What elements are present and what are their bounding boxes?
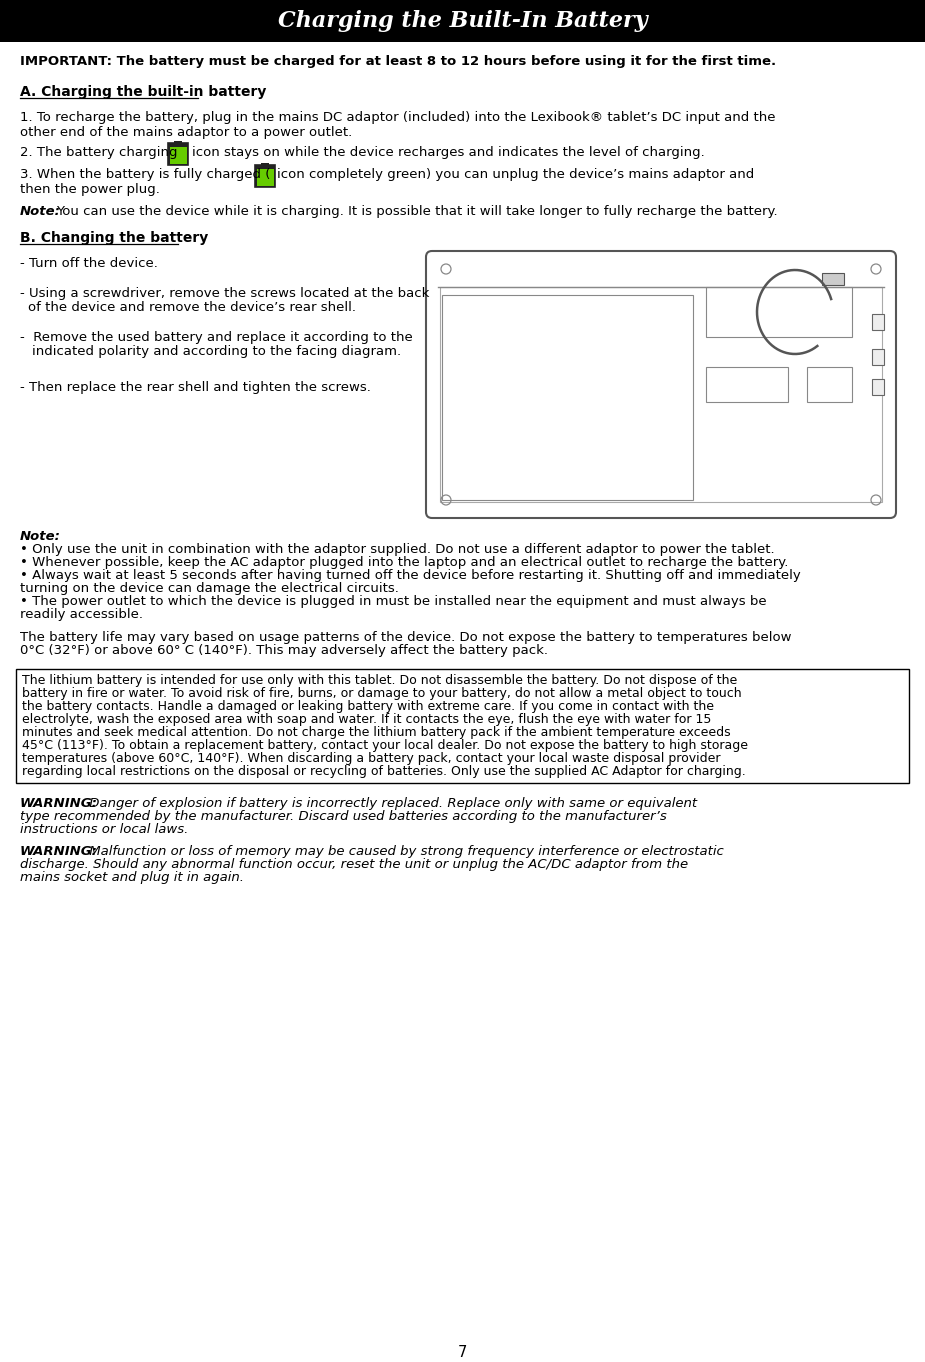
Bar — [261, 163, 269, 166]
Text: icon stays on while the device recharges and indicates the level of charging.: icon stays on while the device recharges… — [192, 146, 705, 159]
Text: 0°C (32°F) or above 60° C (140°F). This may adversely affect the battery pack.: 0°C (32°F) or above 60° C (140°F). This … — [20, 644, 548, 656]
Text: - Then replace the rear shell and tighten the screws.: - Then replace the rear shell and tighte… — [20, 381, 371, 394]
Text: • Only use the unit in combination with the adaptor supplied. Do not use a diffe: • Only use the unit in combination with … — [20, 543, 774, 556]
Text: Danger of explosion if battery is incorrectly replaced. Replace only with same o: Danger of explosion if battery is incorr… — [85, 797, 697, 810]
Text: B. Changing the battery: B. Changing the battery — [20, 232, 208, 245]
Text: then the power plug.: then the power plug. — [20, 183, 160, 196]
Text: WARNING:: WARNING: — [20, 844, 98, 858]
Text: regarding local restrictions on the disposal or recycling of batteries. Only use: regarding local restrictions on the disp… — [22, 765, 746, 778]
Text: The battery life may vary based on usage patterns of the device. Do not expose t: The battery life may vary based on usage… — [20, 631, 792, 644]
Text: of the device and remove the device’s rear shell.: of the device and remove the device’s re… — [28, 301, 356, 315]
Bar — [872, 315, 884, 330]
Text: - Turn off the device.: - Turn off the device. — [20, 257, 158, 270]
FancyBboxPatch shape — [426, 251, 896, 518]
Text: Charging the Built-In Battery: Charging the Built-In Battery — [278, 10, 648, 31]
Bar — [822, 272, 844, 285]
Text: • Whenever possible, keep the AC adaptor plugged into the laptop and an electric: • Whenever possible, keep the AC adaptor… — [20, 556, 788, 569]
Text: WARNING:: WARNING: — [20, 797, 98, 810]
Text: instructions or local laws.: instructions or local laws. — [20, 823, 189, 836]
Text: Note:: Note: — [20, 530, 61, 543]
Text: -  Remove the used battery and replace it according to the: - Remove the used battery and replace it… — [20, 331, 413, 345]
Bar — [872, 349, 884, 365]
Bar — [174, 142, 182, 144]
Bar — [706, 287, 852, 336]
Text: Note:: Note: — [20, 206, 61, 218]
Bar — [256, 169, 274, 185]
Text: icon completely green) you can unplug the device’s mains adaptor and: icon completely green) you can unplug th… — [277, 168, 754, 181]
Text: mains socket and plug it in again.: mains socket and plug it in again. — [20, 872, 244, 884]
Text: discharge. Should any abnormal function occur, reset the unit or unplug the AC/D: discharge. Should any abnormal function … — [20, 858, 688, 872]
Text: type recommended by the manufacturer. Discard used batteries according to the ma: type recommended by the manufacturer. Di… — [20, 810, 667, 823]
Bar — [255, 165, 275, 187]
Text: other end of the mains adaptor to a power outlet.: other end of the mains adaptor to a powe… — [20, 127, 352, 139]
Text: • The power outlet to which the device is plugged in must be installed near the : • The power outlet to which the device i… — [20, 595, 767, 607]
Text: A. Charging the built-in battery: A. Charging the built-in battery — [20, 84, 266, 99]
Text: temperatures (above 60°C, 140°F). When discarding a battery pack, contact your l: temperatures (above 60°C, 140°F). When d… — [22, 752, 721, 765]
Text: minutes and seek medical attention. Do not charge the lithium battery pack if th: minutes and seek medical attention. Do n… — [22, 726, 731, 740]
Text: Malfunction or loss of memory may be caused by strong frequency interference or : Malfunction or loss of memory may be cau… — [85, 844, 723, 858]
Bar — [872, 379, 884, 395]
Text: readily accessible.: readily accessible. — [20, 607, 143, 621]
Bar — [706, 366, 788, 402]
Text: You can use the device while it is charging. It is possible that it will take lo: You can use the device while it is charg… — [56, 206, 778, 218]
Text: 45°C (113°F). To obtain a replacement battery, contact your local dealer. Do not: 45°C (113°F). To obtain a replacement ba… — [22, 740, 748, 752]
Text: 2. The battery charging: 2. The battery charging — [20, 146, 178, 159]
Bar — [807, 366, 852, 402]
Text: 1. To recharge the battery, plug in the mains DC adaptor (included) into the Lex: 1. To recharge the battery, plug in the … — [20, 110, 775, 124]
Text: 3. When the battery is fully charged (: 3. When the battery is fully charged ( — [20, 168, 270, 181]
Text: 7: 7 — [458, 1346, 467, 1361]
Text: • Always wait at least 5 seconds after having turned off the device before resta: • Always wait at least 5 seconds after h… — [20, 569, 801, 582]
Text: IMPORTANT: The battery must be charged for at least 8 to 12 hours before using i: IMPORTANT: The battery must be charged f… — [20, 54, 776, 68]
Text: turning on the device can damage the electrical circuits.: turning on the device can damage the ele… — [20, 582, 399, 595]
Bar — [0, 0, 925, 42]
Text: - Using a screwdriver, remove the screws located at the back: - Using a screwdriver, remove the screws… — [20, 287, 429, 300]
Text: battery in fire or water. To avoid risk of fire, burns, or damage to your batter: battery in fire or water. To avoid risk … — [22, 686, 742, 700]
Text: indicated polarity and according to the facing diagram.: indicated polarity and according to the … — [32, 345, 401, 358]
Text: the battery contacts. Handle a damaged or leaking battery with extreme care. If : the battery contacts. Handle a damaged o… — [22, 700, 714, 712]
Text: electrolyte, wash the exposed area with soap and water. If it contacts the eye, : electrolyte, wash the exposed area with … — [22, 712, 711, 726]
Bar — [442, 296, 693, 500]
Bar — [169, 147, 187, 163]
Bar — [16, 669, 909, 783]
Text: The lithium battery is intended for use only with this tablet. Do not disassembl: The lithium battery is intended for use … — [22, 674, 737, 686]
Bar — [440, 287, 882, 503]
Bar — [168, 143, 188, 165]
